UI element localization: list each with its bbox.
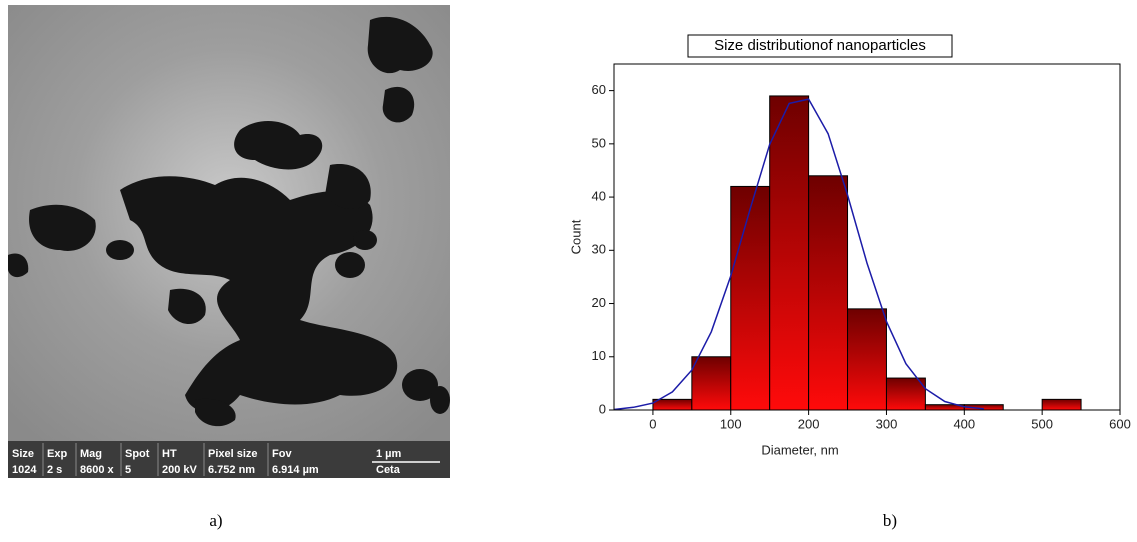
info-label: Size xyxy=(12,448,34,460)
info-value: 8600 x xyxy=(80,464,115,476)
title-box xyxy=(687,34,953,58)
x-tick-label: 500 xyxy=(1031,416,1053,431)
y-tick-label: 0 xyxy=(599,401,606,416)
x-tick-label: 0 xyxy=(649,416,656,431)
bar xyxy=(691,356,732,411)
info-value: 6.914 µm xyxy=(272,464,319,476)
x-tick-label: 400 xyxy=(953,416,975,431)
info-label: 1 µm xyxy=(376,448,402,460)
info-label: HT xyxy=(162,448,177,460)
y-tick-label: 10 xyxy=(592,348,606,363)
bar xyxy=(769,95,810,411)
info-label: Spot xyxy=(125,448,150,460)
y-tick-label: 40 xyxy=(592,189,606,204)
fit-curve xyxy=(613,98,984,411)
info-value: 2 s xyxy=(47,464,62,476)
info-value: 5 xyxy=(125,464,131,476)
info-bar: Size 1024 Exp 2 s Mag 8600 x Spot 5 HT 200 kV Pixe… xyxy=(12,443,440,476)
info-value: 1024 xyxy=(12,464,37,476)
bar xyxy=(885,377,926,411)
y-tick-label: 20 xyxy=(592,295,606,310)
chart-title: Size distributionof nanoparticles xyxy=(714,37,926,54)
x-tick-label: 100 xyxy=(720,416,742,431)
bar xyxy=(808,175,849,411)
info-label: Mag xyxy=(80,448,102,460)
x-tick-label: 200 xyxy=(798,416,820,431)
y-tick-label: 60 xyxy=(592,82,606,97)
y-tick-label: 50 xyxy=(592,135,606,150)
histogram-chart: Size distributionof nanoparticles Diamet… xyxy=(568,34,1131,530)
tem-image xyxy=(8,5,450,478)
x-axis-label: Diameter, nm xyxy=(761,442,838,457)
info-label: Exp xyxy=(47,448,67,460)
info-label: Fov xyxy=(272,448,292,460)
y-axis-label: Count xyxy=(568,219,583,254)
bar xyxy=(847,308,887,411)
bar xyxy=(730,185,771,411)
info-value: 6.752 nm xyxy=(208,464,255,476)
y-tick-label: 30 xyxy=(592,242,606,257)
info-value: Ceta xyxy=(376,464,401,476)
info-value: 200 kV xyxy=(162,464,198,476)
x-tick-label: 300 xyxy=(876,416,898,431)
x-tick-label: 600 xyxy=(1109,416,1131,431)
bar xyxy=(1041,398,1082,411)
bar xyxy=(652,398,693,411)
caption: b) xyxy=(883,511,897,530)
plot-frame xyxy=(613,63,1121,411)
info-label: Pixel size xyxy=(208,448,258,460)
caption: a) xyxy=(209,511,222,530)
